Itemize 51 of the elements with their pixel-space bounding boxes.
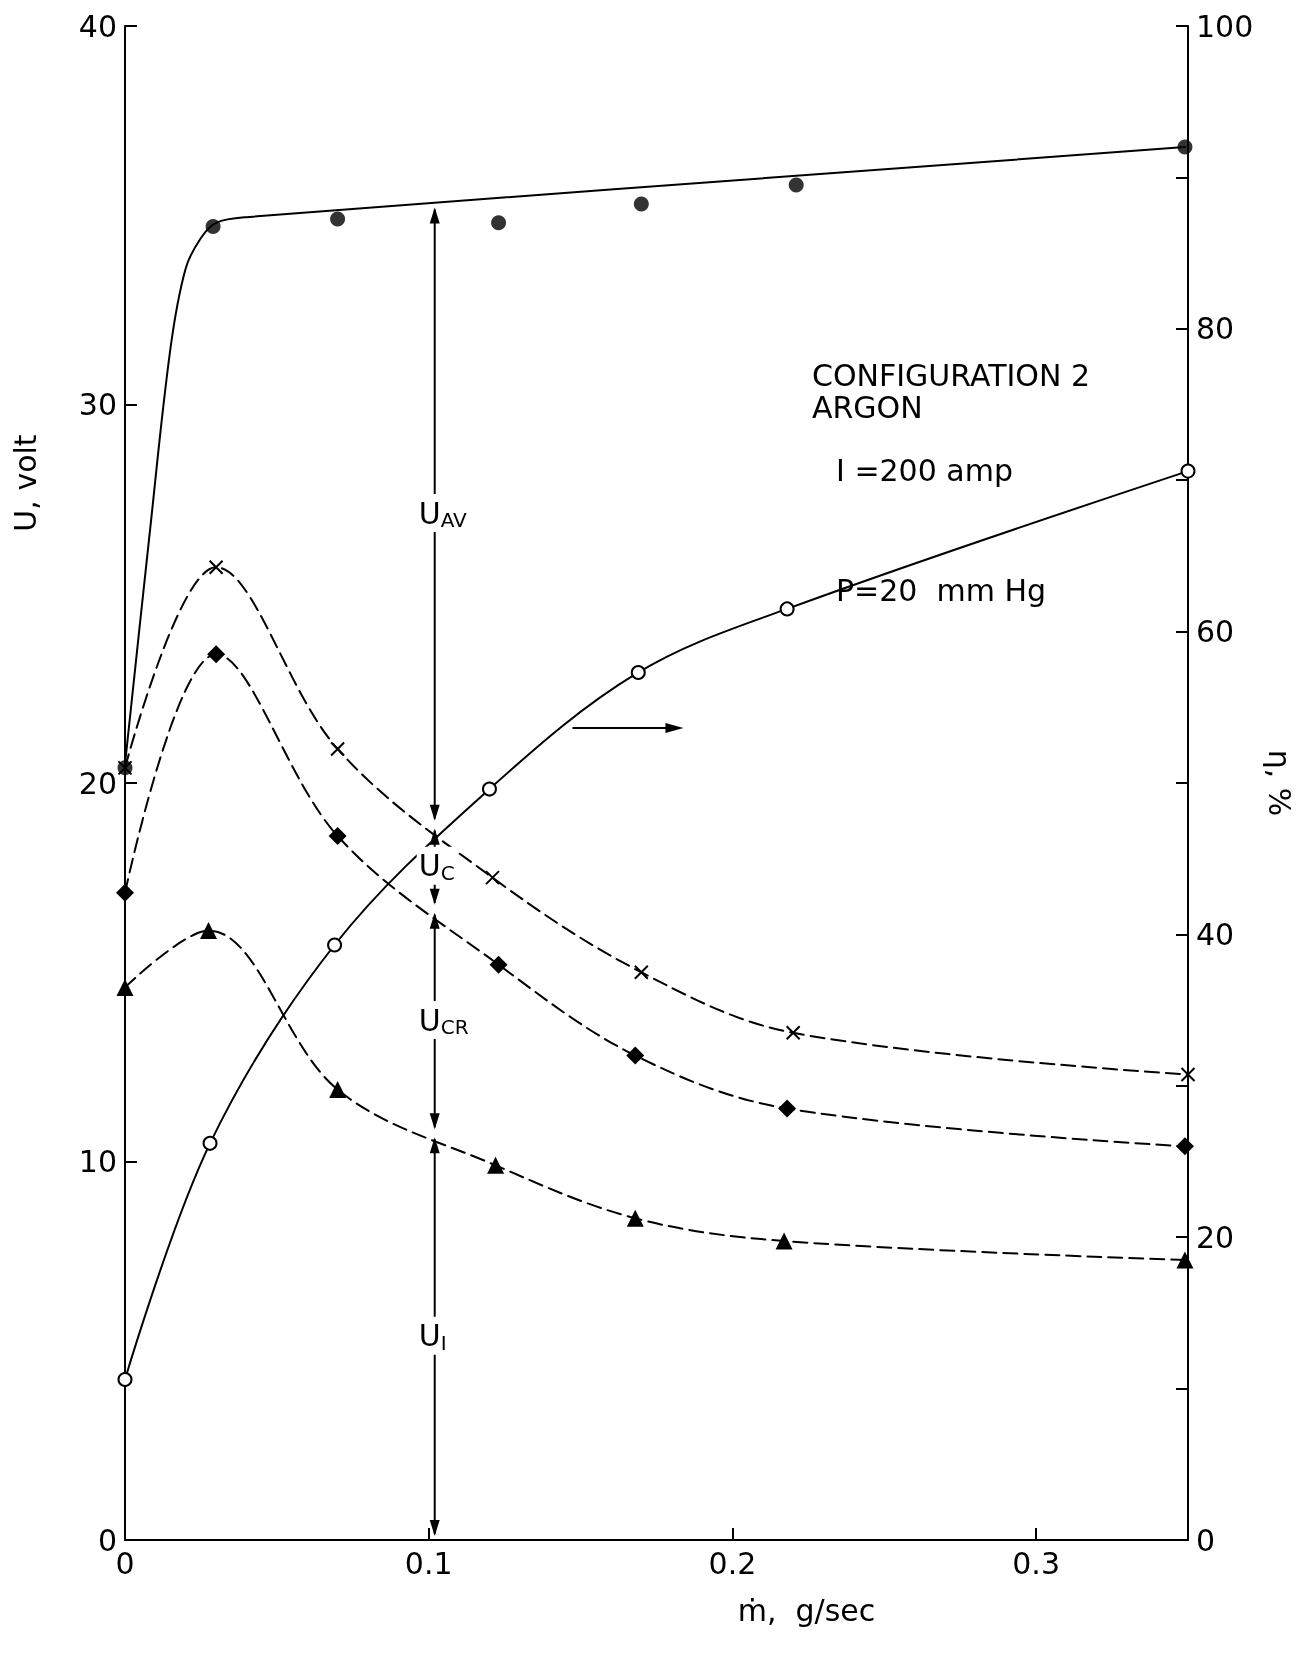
y2-tick-label: 100 [1196, 8, 1254, 44]
point [785, 1025, 801, 1041]
point [328, 826, 347, 845]
x-tick-label: 0.3 [1012, 1545, 1060, 1581]
point [633, 964, 649, 980]
y-tick-label: 40 [78, 8, 117, 44]
point [630, 664, 646, 680]
point [775, 1232, 793, 1250]
point [491, 215, 507, 231]
point [327, 937, 343, 953]
point [202, 1135, 218, 1151]
y2-tick-label: 60 [1196, 614, 1235, 650]
point [779, 601, 795, 617]
y2-tick-label: 0 [1196, 1522, 1216, 1558]
y-tick-label: 30 [78, 387, 117, 422]
y-tick-label: 20 [78, 765, 117, 801]
point [626, 1209, 644, 1227]
y-axis-title: U, volt [7, 434, 43, 532]
point [200, 922, 218, 940]
point [489, 955, 508, 974]
y2-tick-label: 80 [1196, 311, 1235, 347]
point [633, 196, 649, 212]
point [207, 645, 226, 664]
point [1175, 1137, 1194, 1156]
point [484, 870, 500, 886]
point [481, 781, 497, 797]
point [116, 883, 134, 902]
x-axis-title: ṁ, g/sec [737, 1592, 876, 1628]
annotation: I =200 amp [836, 452, 1013, 488]
point [1177, 139, 1193, 155]
point [205, 219, 221, 235]
y2-tick-label: 20 [1196, 1219, 1235, 1255]
point [1180, 1066, 1196, 1082]
annotation: P=20 mm Hg [836, 572, 1047, 608]
point [208, 559, 224, 575]
y2-axis-title: η, % [1261, 749, 1297, 817]
point [330, 211, 346, 227]
point [626, 1046, 645, 1065]
point [329, 1081, 347, 1099]
y-tick-label: 0 [97, 1522, 117, 1558]
x-tick-label: 0.1 [404, 1545, 453, 1581]
point [788, 177, 804, 193]
y2-tick-label: 40 [1196, 916, 1235, 952]
point [487, 1156, 505, 1174]
point [117, 1372, 133, 1388]
y-tick-label: 10 [78, 1144, 117, 1179]
point [1176, 1251, 1194, 1269]
point [1180, 463, 1196, 479]
x-tick-label: 0.2 [708, 1545, 757, 1581]
point [778, 1099, 797, 1118]
point [330, 741, 346, 757]
